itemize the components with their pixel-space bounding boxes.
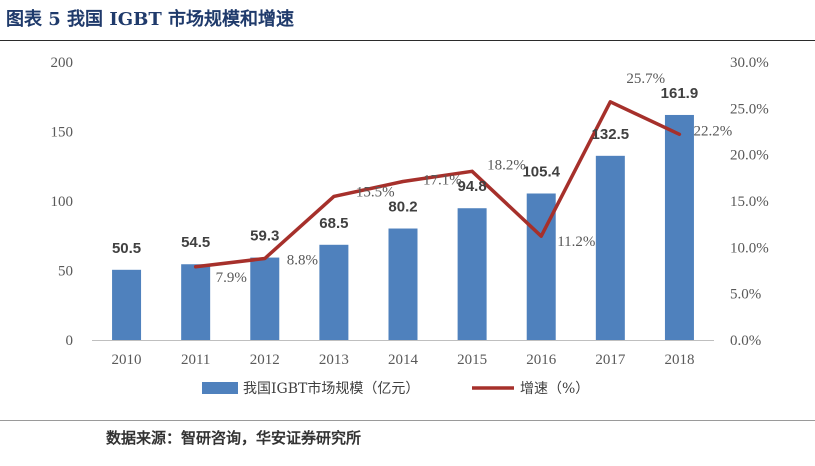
- bar: [664, 114, 694, 340]
- title-divider: [0, 40, 815, 41]
- bar-value-label: 54.5: [181, 234, 210, 251]
- chart-title: 图表 5 我国 IGBT 市场规模和增速: [6, 9, 294, 30]
- y-right-tick-label: 0.0%: [730, 333, 761, 349]
- y-left-tick-label: 100: [51, 194, 74, 210]
- data-labels: 50.5 54.5 59.3 68.5 80.2 94.8 105.4 132.5 161.9 7…: [112, 71, 732, 286]
- legend-bar-swatch: [202, 382, 238, 394]
- x-tick-label: 2012: [250, 352, 280, 368]
- y-right-tick-label: 30.0%: [730, 55, 769, 71]
- growth-line: [193, 100, 682, 269]
- bar-value-label: 94.8: [458, 178, 487, 195]
- x-tick-label: 2016: [526, 352, 557, 368]
- growth-value-label: 18.2%: [487, 157, 526, 173]
- y-right-tick-label: 10.0%: [730, 240, 769, 256]
- y-right-tick-label: 15.0%: [730, 194, 769, 210]
- legend-bar-label: 我国IGBT市场规模（亿元）: [243, 380, 419, 397]
- x-tick-label: 2017: [595, 352, 626, 368]
- source-note: 数据来源：智研咨询，华安证券研究所: [106, 429, 362, 447]
- bar-value-label: 59.3: [250, 228, 279, 245]
- growth-value-label: 17.1%: [423, 173, 462, 189]
- growth-value-label: 11.2%: [557, 234, 595, 250]
- legend: 我国IGBT市场规模（亿元） 增速（%）: [202, 380, 589, 397]
- y-left-tick-label: 0: [66, 333, 74, 349]
- bar-value-label: 161.9: [661, 85, 699, 102]
- growth-value-label: 22.2%: [693, 123, 732, 139]
- bar-value-label: 132.5: [592, 126, 630, 143]
- y-right-tick-label: 20.0%: [730, 148, 769, 164]
- x-tick-label: 2010: [112, 352, 142, 368]
- bar: [250, 257, 280, 340]
- y-left-tick-label: 200: [51, 55, 74, 71]
- legend-line-label: 增速（%）: [520, 381, 589, 397]
- x-tick-label: 2014: [388, 352, 419, 368]
- bar-value-label: 80.2: [388, 199, 417, 216]
- x-tick-label: 2013: [319, 352, 349, 368]
- bar: [112, 269, 142, 340]
- bar: [181, 264, 211, 340]
- growth-line-path: [193, 100, 682, 269]
- source-divider: [0, 420, 815, 421]
- bar-value-label: 105.4: [522, 163, 560, 180]
- x-tick-label: 2018: [664, 352, 694, 368]
- x-tick-label: 2011: [181, 352, 210, 368]
- y-right-tick-label: 25.0%: [730, 101, 769, 117]
- bar-value-label: 68.5: [319, 215, 348, 232]
- x-tick-label: 2015: [457, 352, 487, 368]
- bar: [595, 155, 625, 340]
- y-right-tick-label: 5.0%: [730, 287, 761, 303]
- axes: 0 50 100 150 200 0.0% 5.0% 10.0% 15.0% 20.0% 25.0%…: [51, 55, 769, 368]
- growth-value-label: 25.7%: [626, 71, 665, 87]
- growth-value-label: 7.9%: [216, 270, 247, 286]
- growth-value-label: 8.8%: [287, 252, 318, 268]
- y-left-tick-label: 50: [58, 264, 73, 280]
- growth-value-label: 15.5%: [356, 184, 395, 200]
- y-left-tick-label: 150: [51, 125, 74, 141]
- bar: [319, 244, 349, 340]
- bars: [112, 114, 694, 340]
- bar: [457, 208, 487, 340]
- bar-value-label: 50.5: [112, 240, 141, 257]
- bar: [388, 228, 418, 340]
